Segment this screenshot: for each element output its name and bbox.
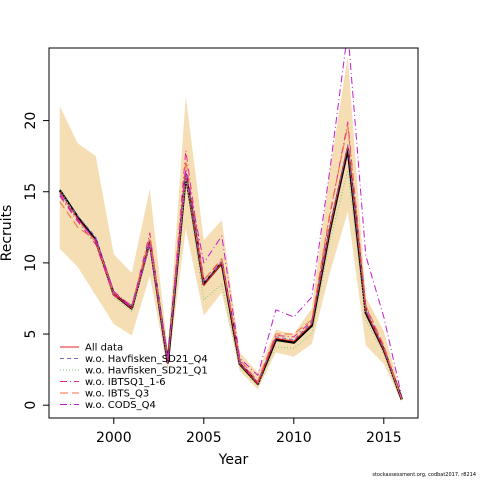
x-tick-label: 2000 (96, 430, 132, 446)
x-axis: 2000 2005 2010 2015 (96, 417, 402, 446)
x-tick-label: 2010 (276, 430, 312, 446)
y-tick-label: 15 (23, 183, 39, 201)
legend-label: w.o. IBTSQ1_1-6 (85, 377, 166, 388)
series-line-4 (59, 121, 403, 400)
confidence-band (59, 56, 402, 403)
y-axis: 0 5 10 15 20 (23, 112, 50, 410)
y-tick-label: 10 (23, 254, 39, 272)
y-tick-label: 5 (23, 330, 39, 339)
legend-label: All data (85, 343, 123, 354)
series-line-5 (59, 125, 403, 400)
y-tick-label: 0 (23, 401, 39, 410)
legend-label: w.o. IBTS_Q3 (85, 389, 149, 400)
source-caption: stockassessment.org, codbat2017, r8214 (372, 472, 476, 478)
x-axis-label: Year (218, 452, 249, 468)
legend-label: w.o. Havfisken_SD21_Q1 (85, 366, 208, 377)
x-tick-label: 2015 (366, 430, 402, 446)
legend-label: w.o. Havfisken_SD21_Q4 (85, 354, 208, 365)
x-tick-label: 2005 (186, 430, 222, 446)
y-tick-label: 20 (23, 112, 39, 130)
series-lines (58, 48, 403, 400)
legend-label: w.o. CODS_Q4 (85, 400, 156, 411)
y-axis-label: Recruits (0, 205, 15, 262)
series-line-6 (59, 48, 403, 397)
confidence-band-area (59, 56, 402, 403)
series-line-2 (59, 144, 403, 400)
